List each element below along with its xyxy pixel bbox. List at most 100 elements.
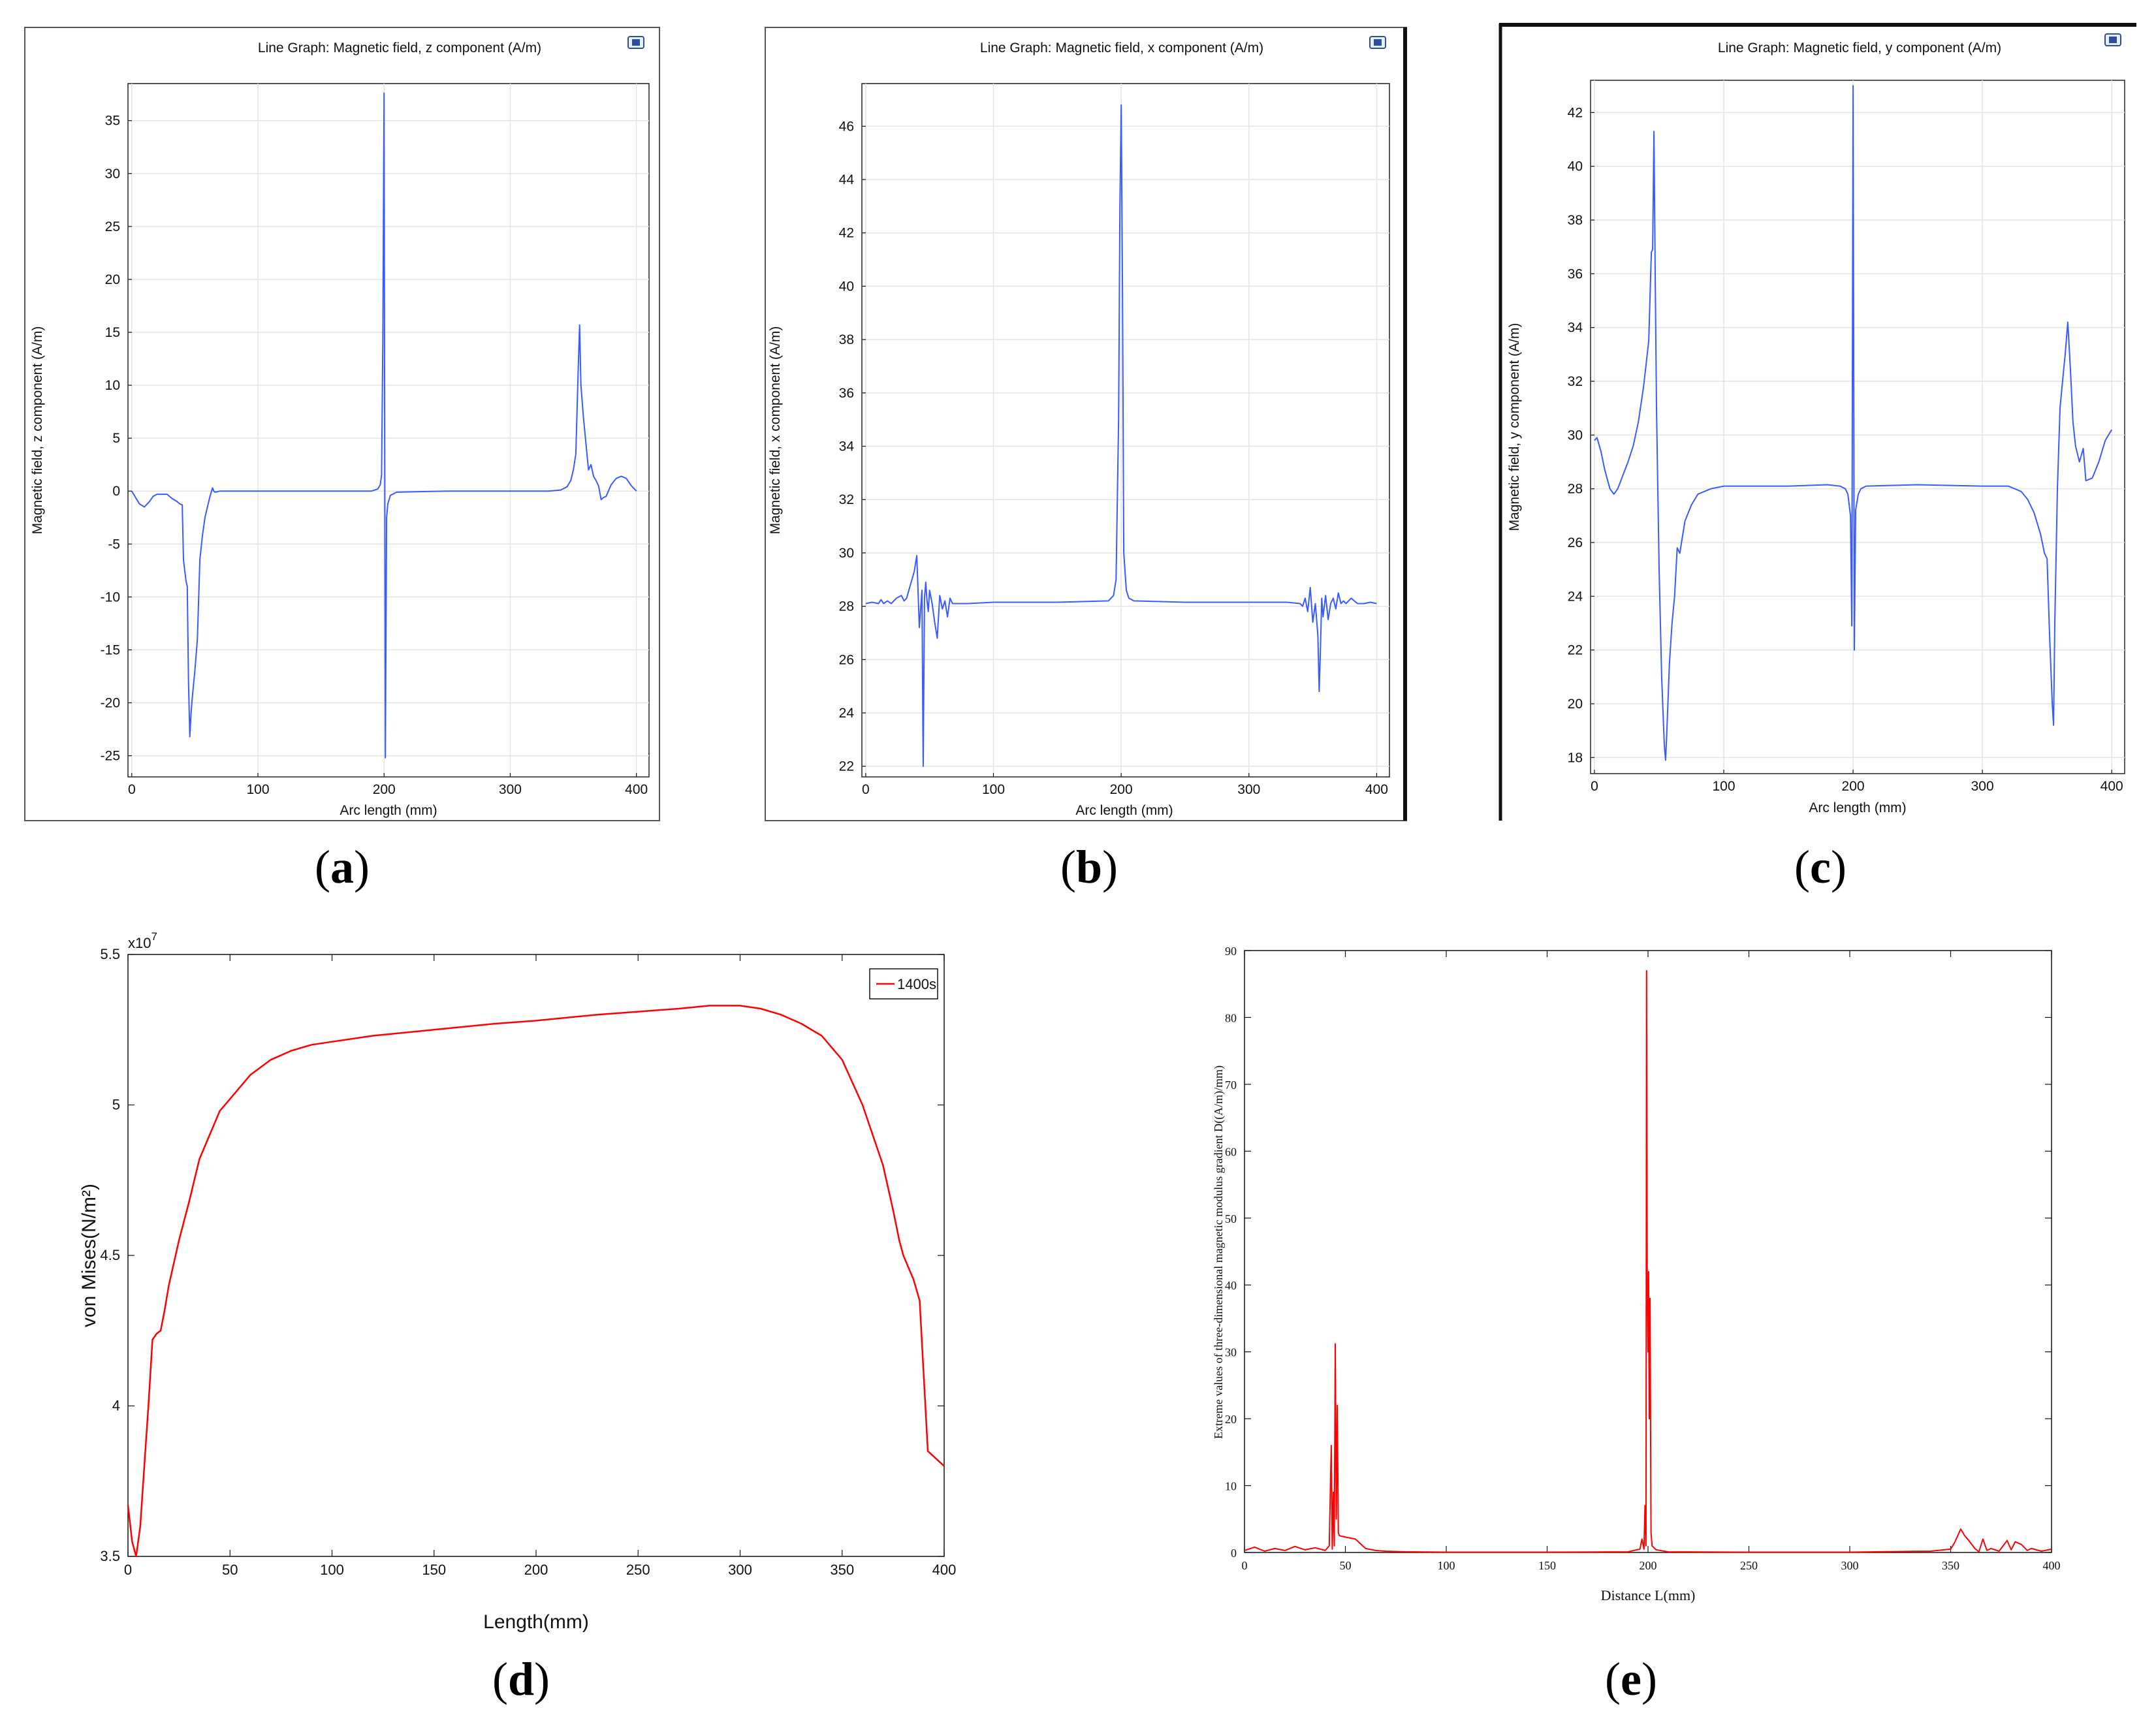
panel-c-ytick-label: 22 [1568, 643, 1583, 658]
panel-c-plot-area [1590, 80, 2125, 774]
panel-a-ticks: 0 100 200 300 400 -25 -20 -15 -10 -5 0 5 10 15 20 25 30 3… [101, 114, 648, 797]
panel-c-export-icon[interactable] [2104, 33, 2121, 46]
panel-b-title: Line Graph: Magnetic field, x component … [980, 40, 1263, 55]
panel-d-series-line [127, 1005, 945, 1558]
panel-b-ytick-label: 32 [839, 492, 854, 507]
panel-c-xlabel: Arc length (mm) [1809, 800, 1906, 815]
panel-d-ytick-label: 4 [112, 1398, 120, 1414]
panel-b-ytick-label: 22 [839, 759, 854, 774]
panel-d-ticks: 0 50 100 150 200 250 300 350 400 3.5 4 4.5 5 5.5 [100, 946, 956, 1578]
panel-a-xtick-label: 400 [625, 782, 648, 797]
panel-a-ytick-label: 0 [112, 484, 120, 499]
panel-c-ylabel: Magnetic field, y component (A/m) [1507, 323, 1522, 531]
panel-b-frame [765, 27, 1407, 821]
panel-e-ytick-label: 40 [1225, 1279, 1237, 1292]
panel-b-ytick-label: 38 [839, 332, 854, 347]
panel-c-ytick-label: 24 [1568, 589, 1583, 604]
panel-b-xtick-label: 200 [1110, 782, 1133, 797]
panel-b-xtick-label: 300 [1237, 782, 1260, 797]
panel-b-ytick-label: 44 [839, 172, 855, 187]
panel-d-ytick-label: 5 [112, 1097, 120, 1113]
panel-a-plot-area [127, 83, 650, 778]
panel-c-ytick-label: 18 [1568, 750, 1583, 765]
panel-d-xtick-label: 400 [932, 1562, 957, 1578]
panel-d-xtick-label: 300 [728, 1562, 752, 1578]
panel-b-xtick-label: 0 [862, 782, 870, 797]
panel-c-xtick-label: 100 [1712, 779, 1735, 794]
panel-b-xtick-label: 100 [982, 782, 1005, 797]
panel-b-ytick-label: 46 [839, 119, 854, 134]
panel-c-xtick-label: 300 [1971, 779, 1994, 794]
panel-e-xtick-label: 0 [1242, 1559, 1248, 1572]
panel-e-xtick-label: 150 [1538, 1559, 1556, 1572]
panel-a-ytick-label: -15 [101, 642, 120, 657]
panel-c-ytick-label: 38 [1568, 213, 1583, 228]
panel-d-ytick-label: 4.5 [100, 1247, 120, 1263]
panel-b-ytick-label: 30 [839, 546, 854, 561]
panel-a-xtick-label: 0 [128, 782, 136, 797]
panel-b-ticks: 0 100 200 300 400 22 24 26 28 30 32 34 36 38 40 42 44 46 [839, 119, 1388, 797]
panel-b: Line Graph: Magnetic field, x component … [765, 27, 1407, 821]
panel-e-ytick-label: 60 [1225, 1145, 1237, 1158]
panel-a-ytick-label: 20 [105, 272, 120, 287]
panel-b-ylabel: Magnetic field, x component (A/m) [768, 326, 783, 535]
panel-d-xtick-label: 200 [524, 1562, 548, 1578]
panel-b-grid [862, 84, 1389, 777]
panel-a-xlabel: Arc length (mm) [340, 803, 437, 818]
panel-c-label: (c) [1794, 841, 1847, 893]
panel-c-xtick-label: 200 [1842, 779, 1865, 794]
panel-a-ylabel: Magnetic field, z component (A/m) [30, 326, 45, 535]
panel-e-xtick-label: 350 [1942, 1559, 1959, 1572]
panel-b-ytick-label: 40 [839, 279, 854, 294]
panel-e-xtick-label: 200 [1640, 1559, 1657, 1572]
panel-a-xtick-label: 300 [499, 782, 522, 797]
panel-b-ytick-label: 34 [839, 439, 855, 454]
panel-c-ytick-label: 42 [1568, 105, 1583, 120]
panel-b-ytick-label: 42 [839, 226, 854, 241]
panel-a-series-line [131, 92, 637, 759]
panel-a-xtick-label: 200 [373, 782, 396, 797]
panel-d-legend-label: 1400s [897, 976, 936, 992]
panel-b-export-icon[interactable] [1369, 36, 1386, 49]
panel-d-ylabel: von Mises(N/m²) [78, 1184, 100, 1327]
panel-e-ticks: 0 50 100 150 200 250 300 350 400 0 10 20 30 40 50 60 70 8… [1225, 945, 2061, 1572]
panel-e-ytick-label: 50 [1225, 1212, 1237, 1225]
panel-a-title: Line Graph: Magnetic field, z component … [258, 40, 541, 55]
panel-e-plot-area [1244, 950, 2052, 1553]
panel-d-ytick-label: 3.5 [100, 1548, 120, 1564]
panel-e-label: (e) [1605, 1653, 1657, 1705]
panel-d-xtick-label: 50 [222, 1562, 238, 1578]
panel-c-title: Line Graph: Magnetic field, y component … [1718, 40, 2001, 55]
panel-a-ytick-label: -25 [101, 749, 120, 764]
panel-c-grid [1591, 80, 2125, 774]
panel-d-exponent: x107 [128, 930, 157, 951]
panel-a-ytick-label: 5 [112, 431, 120, 446]
panel-d-xtick-label: 0 [124, 1562, 132, 1578]
panel-d-xtick-label: 150 [422, 1562, 446, 1578]
panel-a-export-icon[interactable] [627, 36, 644, 49]
panel-b-series-line [865, 104, 1377, 767]
panel-d-label: (d) [492, 1653, 550, 1705]
panel-e-ytick-label: 0 [1231, 1547, 1237, 1560]
panel-a-ytick-label: -10 [101, 590, 120, 605]
panel-c-ytick-label: 36 [1568, 266, 1583, 281]
panel-e-series-line [1244, 969, 2052, 1553]
panel-e-xtick-label: 400 [2043, 1559, 2061, 1572]
panel-b-ytick-label: 26 [839, 652, 854, 667]
panel-d-xlabel: Length(mm) [483, 1611, 589, 1633]
panel-b-xlabel: Arc length (mm) [1075, 803, 1173, 818]
panel-d-legend: 1400s [869, 968, 938, 1000]
panel-e-ytick-label: 10 [1225, 1480, 1237, 1493]
panel-d: 0 50 100 150 200 250 300 350 400 3.5 4 4.5 5 5.5 x107… [78, 930, 956, 1633]
panel-c-ticks: 0 100 200 300 400 18 20 22 24 26 28 30 32 34 36 38 40 42 [1568, 105, 2123, 794]
panel-d-xtick-label: 350 [830, 1562, 854, 1578]
panel-a-xtick-label: 100 [246, 782, 269, 797]
panel-a: Line Graph: Magnetic field, z component … [24, 27, 660, 821]
panel-b-xtick-label: 400 [1365, 782, 1388, 797]
panel-e-ytick-label: 90 [1225, 945, 1237, 958]
panel-d-xtick-label: 100 [320, 1562, 344, 1578]
panel-a-label: (a) [315, 841, 370, 893]
panel-e-ylabel: Extreme values of three-dimensional magn… [1212, 1065, 1226, 1439]
panel-e-ytick-label: 30 [1225, 1346, 1237, 1359]
panel-a-frame [24, 27, 660, 821]
